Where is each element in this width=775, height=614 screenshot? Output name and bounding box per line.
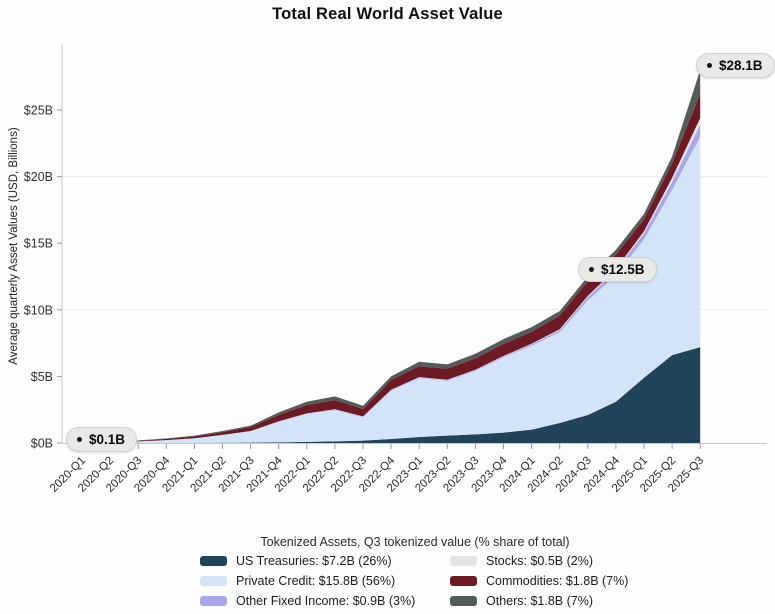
value-badge-label: $0.1B [89, 432, 126, 447]
legend-item-private-credit: Private Credit: $15.8B (56%) [200, 571, 415, 591]
bullet-dot-icon [77, 437, 82, 442]
value-badge-mid: $12.5B [578, 257, 657, 282]
legend-item-label: Commodities: $1.8B (7%) [486, 574, 629, 588]
legend-swatch [450, 596, 477, 606]
bullet-dot-icon [589, 267, 594, 272]
legend-item-us-treasuries: US Treasuries: $7.2B (26%) [200, 551, 415, 571]
legend-swatch [200, 576, 227, 586]
legend-item-label: Stocks: $0.5B (2%) [486, 554, 593, 568]
legend-item-others: Others: $1.8B (7%) [450, 591, 628, 611]
legend-item-commodities: Commodities: $1.8B (7%) [450, 571, 628, 591]
y-tick-label: $5B [31, 370, 53, 384]
y-tick-label: $15B [24, 237, 53, 251]
y-tick-label: $20B [24, 170, 53, 184]
y-tick-label: $10B [24, 303, 53, 317]
legend-swatch [200, 556, 227, 566]
legend-swatch [450, 556, 477, 566]
y-tick-label: $25B [24, 104, 53, 118]
legend-column-left: US Treasuries: $7.2B (26%) Private Credi… [200, 551, 415, 611]
legend-item-stocks: Stocks: $0.5B (2%) [450, 551, 628, 571]
value-badge-label: $12.5B [601, 262, 645, 277]
chart-title: Total Real World Asset Value [272, 5, 503, 23]
legend-column-right: Stocks: $0.5B (2%) Commodities: $1.8B (7… [450, 551, 628, 611]
legend-title: Tokenized Assets, Q3 tokenized value (% … [260, 535, 570, 549]
legend-swatch [200, 596, 227, 606]
value-badge-end: $28.1B [696, 53, 775, 78]
value-badge-start: $0.1B [66, 427, 138, 452]
legend-item-label: Other Fixed Income: $0.9B (3%) [236, 594, 416, 608]
bullet-dot-icon [707, 63, 712, 68]
legend-item-label: US Treasuries: $7.2B (26%) [236, 554, 392, 568]
legend-item-other-fixed-income: Other Fixed Income: $0.9B (3%) [200, 591, 415, 611]
legend-swatch [450, 576, 477, 586]
area-band-private-credit [82, 136, 701, 443]
y-tick-label: $0B [31, 437, 53, 451]
area-band-us-treasuries [82, 347, 701, 443]
legend-item-label: Private Credit: $15.8B (56%) [236, 574, 396, 588]
stacked-area-chart: $0B$5B$10B$15B$20B$25B2020-Q12020-Q22020… [24, 45, 767, 495]
value-badge-label: $28.1B [719, 58, 763, 73]
legend-item-label: Others: $1.8B (7%) [486, 594, 593, 608]
